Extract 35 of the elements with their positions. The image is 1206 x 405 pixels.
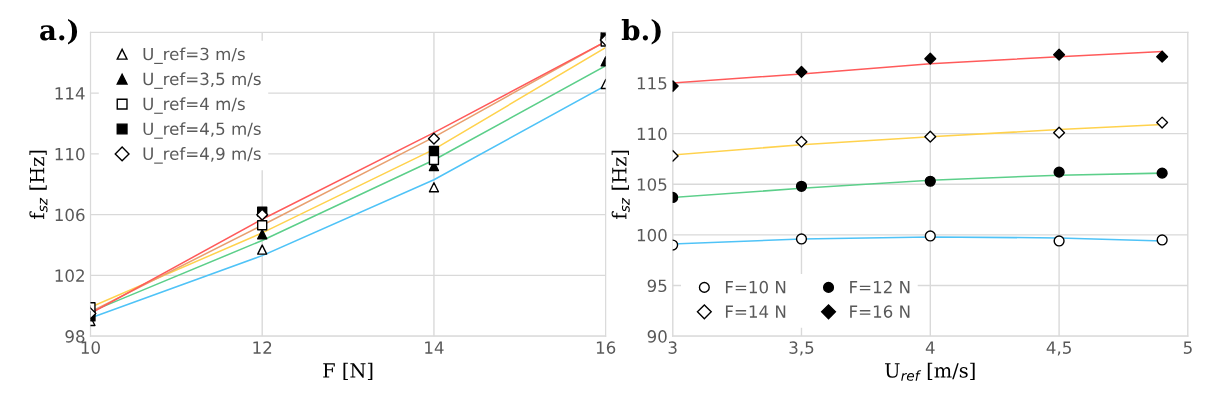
chart-title: b.) <box>621 18 661 45</box>
y-tick-label: 114 <box>55 87 85 100</box>
legend-label: F=10 N <box>725 280 786 294</box>
legend-label: F=16 N <box>850 305 910 318</box>
y-tick-label: 100 <box>637 228 667 242</box>
y-tick-label: 115 <box>637 77 667 90</box>
chart-title: a.) <box>40 18 78 45</box>
y-axis-title: f$_{sz}$ [Hz] <box>29 150 48 219</box>
x-tick-label: 4 <box>925 341 935 354</box>
y-tick-label: 98 <box>65 330 85 343</box>
x-axis-title: F [N] <box>323 362 373 381</box>
y-tick-label: 95 <box>647 279 667 293</box>
legend-label: U_ref=4,5 m/s <box>143 122 261 139</box>
x-tick-label: 14 <box>425 341 444 354</box>
x-tick-label: 3 <box>668 341 677 354</box>
legend-label: F=14 N <box>725 305 786 318</box>
x-tick-label: 16 <box>596 341 616 354</box>
x-tick-label: 4,5 <box>1046 341 1071 356</box>
legend-label: U_ref=3 m/s <box>143 47 245 64</box>
x-axis-title: U$_{ref}$ [m/s] <box>885 362 975 381</box>
y-tick-label: 102 <box>55 269 84 282</box>
x-tick-label: 3,5 <box>789 341 814 356</box>
y-tick-label: 90 <box>647 330 667 343</box>
y-tick-label: 106 <box>55 208 85 222</box>
x-tick-label: 12 <box>253 341 272 354</box>
legend-label: U_ref=4,9 m/s <box>143 147 261 164</box>
x-tick-label: 10 <box>81 341 100 354</box>
y-tick-label: 110 <box>55 147 85 161</box>
x-tick-label: 5 <box>1183 341 1192 354</box>
legend-label: U_ref=4 m/s <box>143 97 245 114</box>
y-tick-label: 110 <box>637 127 667 141</box>
legend-label: F=12 N <box>850 280 910 294</box>
y-axis-title: f$_{sz}$ [Hz] <box>611 150 630 219</box>
y-tick-label: 105 <box>637 178 667 191</box>
legend-label: U_ref=3,5 m/s <box>143 72 261 89</box>
